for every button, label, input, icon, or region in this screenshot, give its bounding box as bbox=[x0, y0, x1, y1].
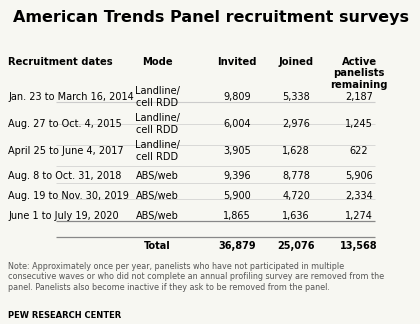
Text: Mode: Mode bbox=[142, 57, 173, 67]
Text: June 1 to July 19, 2020: June 1 to July 19, 2020 bbox=[8, 212, 119, 221]
Text: 2,976: 2,976 bbox=[282, 119, 310, 129]
Text: Landline/
cell RDD: Landline/ cell RDD bbox=[135, 87, 180, 108]
Text: 2,334: 2,334 bbox=[345, 191, 373, 201]
Text: 3,905: 3,905 bbox=[223, 146, 251, 156]
Text: Note: Approximately once per year, panelists who have not participated in multip: Note: Approximately once per year, panel… bbox=[8, 262, 385, 292]
Text: Invited: Invited bbox=[218, 57, 257, 67]
Text: 25,076: 25,076 bbox=[277, 241, 315, 251]
Text: 6,004: 6,004 bbox=[223, 119, 251, 129]
Text: 1,636: 1,636 bbox=[282, 212, 310, 221]
Text: Aug. 8 to Oct. 31, 2018: Aug. 8 to Oct. 31, 2018 bbox=[8, 171, 122, 180]
Text: 5,906: 5,906 bbox=[345, 171, 373, 180]
Text: Active
panelists
remaining: Active panelists remaining bbox=[331, 57, 388, 90]
Text: 8,778: 8,778 bbox=[282, 171, 310, 180]
Text: 4,720: 4,720 bbox=[282, 191, 310, 201]
Text: 1,628: 1,628 bbox=[282, 146, 310, 156]
Text: 2,187: 2,187 bbox=[345, 92, 373, 102]
Text: American Trends Panel recruitment surveys: American Trends Panel recruitment survey… bbox=[13, 10, 409, 25]
Text: 36,879: 36,879 bbox=[218, 241, 256, 251]
Text: ABS/web: ABS/web bbox=[136, 212, 179, 221]
Text: ABS/web: ABS/web bbox=[136, 191, 179, 201]
Text: 1,274: 1,274 bbox=[345, 212, 373, 221]
Text: PEW RESEARCH CENTER: PEW RESEARCH CENTER bbox=[8, 311, 122, 320]
Text: Aug. 27 to Oct. 4, 2015: Aug. 27 to Oct. 4, 2015 bbox=[8, 119, 122, 129]
Text: April 25 to June 4, 2017: April 25 to June 4, 2017 bbox=[8, 146, 124, 156]
Text: 13,568: 13,568 bbox=[340, 241, 378, 251]
Text: 9,809: 9,809 bbox=[223, 92, 251, 102]
Text: 9,396: 9,396 bbox=[223, 171, 251, 180]
Text: Landline/
cell RDD: Landline/ cell RDD bbox=[135, 140, 180, 162]
Text: 1,245: 1,245 bbox=[345, 119, 373, 129]
Text: Joined: Joined bbox=[278, 57, 314, 67]
Text: 5,338: 5,338 bbox=[282, 92, 310, 102]
Text: ABS/web: ABS/web bbox=[136, 171, 179, 180]
Text: Aug. 19 to Nov. 30, 2019: Aug. 19 to Nov. 30, 2019 bbox=[8, 191, 129, 201]
Text: 5,900: 5,900 bbox=[223, 191, 251, 201]
Text: 1,865: 1,865 bbox=[223, 212, 251, 221]
Text: Total: Total bbox=[144, 241, 171, 251]
Text: Recruitment dates: Recruitment dates bbox=[8, 57, 113, 67]
Text: Jan. 23 to March 16, 2014: Jan. 23 to March 16, 2014 bbox=[8, 92, 134, 102]
Text: 622: 622 bbox=[350, 146, 368, 156]
Text: Landline/
cell RDD: Landline/ cell RDD bbox=[135, 113, 180, 135]
